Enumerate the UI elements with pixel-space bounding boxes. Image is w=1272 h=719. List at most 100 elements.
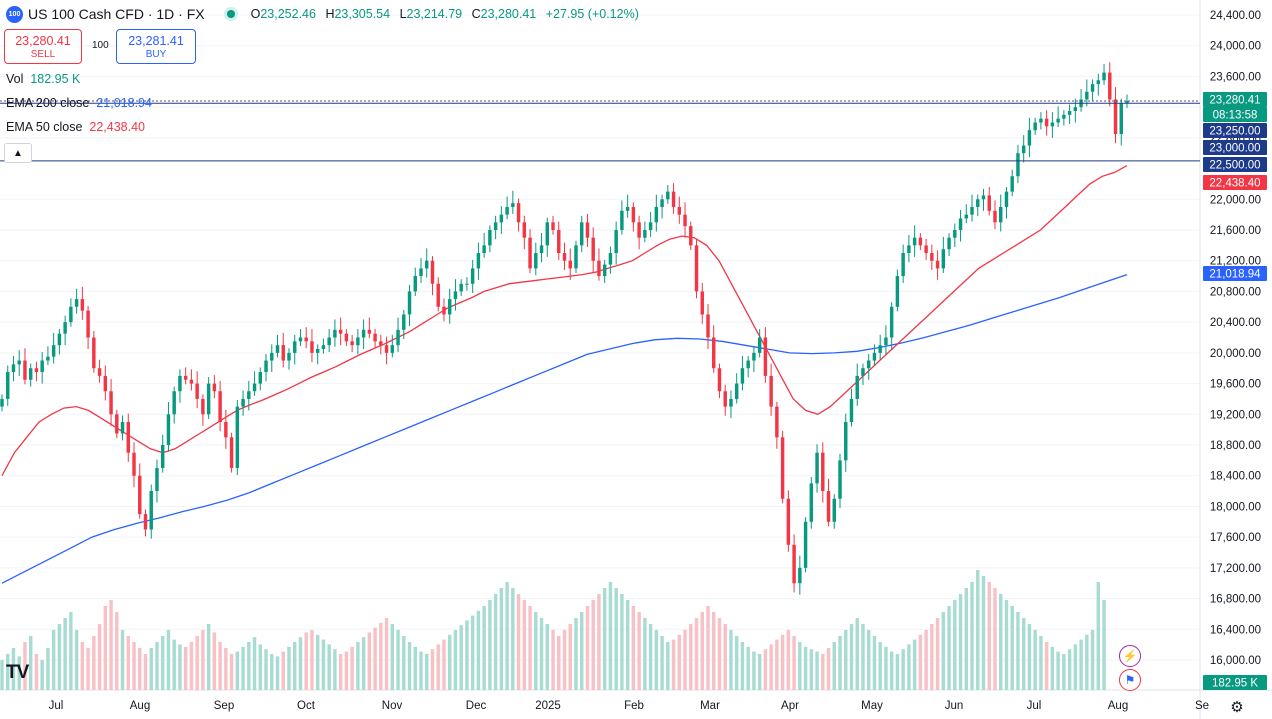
candle-body[interactable] (1027, 130, 1032, 146)
candle-body[interactable] (384, 345, 389, 353)
gear-icon[interactable]: ⚙ (1230, 699, 1244, 716)
candle-body[interactable] (826, 491, 831, 522)
candle-body[interactable] (34, 368, 39, 373)
candle-body[interactable] (149, 491, 153, 530)
candle-body[interactable] (367, 329, 372, 334)
candle-body[interactable] (333, 329, 337, 338)
candle-body[interactable] (1044, 118, 1049, 127)
candle-body[interactable] (981, 195, 986, 200)
candle-body[interactable] (97, 368, 102, 376)
candle-body[interactable] (1010, 176, 1014, 192)
candle-body[interactable] (798, 567, 802, 584)
candle-body[interactable] (614, 230, 618, 254)
candle-body[interactable] (442, 306, 446, 315)
candle-body[interactable] (482, 245, 486, 254)
candle-body[interactable] (86, 310, 90, 338)
candle-body[interactable] (281, 345, 285, 361)
candle-body[interactable] (729, 398, 733, 407)
candle-body[interactable] (183, 375, 188, 380)
candle-body[interactable] (109, 391, 113, 415)
candle-body[interactable] (258, 372, 263, 384)
candle-body[interactable] (1004, 191, 1009, 207)
candle-body[interactable] (447, 299, 452, 315)
candle-body[interactable] (493, 222, 498, 230)
candle-body[interactable] (344, 333, 349, 342)
candle-body[interactable] (40, 360, 44, 373)
candle-body[interactable] (327, 337, 331, 346)
candle-body[interactable] (821, 452, 825, 492)
candle-body[interactable] (310, 341, 314, 353)
symbol-title[interactable]: US 100 Cash CFD · 1D · FX (28, 6, 205, 22)
candle-body[interactable] (987, 195, 991, 211)
candle-body[interactable] (1056, 118, 1060, 123)
candle-body[interactable] (1021, 145, 1026, 154)
candle-body[interactable] (396, 329, 400, 346)
candle-body[interactable] (160, 445, 165, 469)
candle-body[interactable] (958, 218, 963, 230)
candle-body[interactable] (1016, 153, 1020, 177)
candle-body[interactable] (390, 345, 395, 353)
candle-body[interactable] (6, 372, 10, 399)
candle-body[interactable] (534, 253, 538, 269)
candle-body[interactable] (1073, 107, 1078, 111)
candle-body[interactable] (115, 414, 119, 434)
candle-body[interactable] (545, 222, 550, 246)
candle-body[interactable] (293, 341, 297, 353)
candle-body[interactable] (212, 383, 217, 392)
candle-body[interactable] (120, 421, 125, 434)
candle-body[interactable] (511, 203, 515, 207)
candle-body[interactable] (235, 406, 240, 469)
candle-body[interactable] (252, 383, 257, 392)
candle-body[interactable] (866, 360, 871, 369)
candle-body[interactable] (1096, 80, 1101, 85)
collapse-legend-button[interactable]: ▲ (4, 143, 32, 163)
candle-body[interactable] (224, 421, 228, 438)
candle-body[interactable] (620, 210, 624, 230)
candle-body[interactable] (631, 206, 636, 223)
candle-body[interactable] (1062, 114, 1066, 119)
candle-body[interactable] (557, 230, 561, 254)
candle-body[interactable] (970, 206, 974, 215)
candle-body[interactable] (815, 452, 819, 484)
candle-body[interactable] (654, 206, 659, 223)
candle-body[interactable] (895, 276, 900, 307)
candle-body[interactable] (757, 337, 762, 353)
candle-body[interactable] (689, 226, 693, 246)
candle-body[interactable] (574, 245, 578, 269)
candle-body[interactable] (315, 349, 320, 353)
candle-body[interactable] (379, 341, 383, 346)
candle-body[interactable] (568, 260, 572, 269)
lightning-icon[interactable]: ⚡ (1119, 645, 1141, 667)
candle-body[interactable] (413, 276, 417, 292)
legend-volume[interactable]: Vol 182.95 K (6, 72, 81, 86)
buy-button[interactable]: 23,281.41 BUY (116, 29, 196, 64)
candle-body[interactable] (1033, 122, 1037, 131)
candle-body[interactable] (189, 379, 194, 384)
candle-body[interactable] (1039, 118, 1043, 123)
candle-body[interactable] (780, 437, 785, 499)
candle-body[interactable] (907, 245, 911, 254)
candle-body[interactable] (844, 421, 848, 461)
candle-body[interactable] (608, 253, 613, 265)
candle-body[interactable] (218, 391, 222, 422)
candle-body[interactable] (637, 222, 641, 238)
candle-body[interactable] (855, 375, 859, 399)
candle-body[interactable] (132, 452, 136, 476)
candle-body[interactable] (941, 249, 946, 269)
candle-body[interactable] (51, 345, 56, 357)
candle-body[interactable] (63, 322, 67, 334)
candle-body[interactable] (935, 260, 940, 269)
candle-body[interactable] (683, 214, 687, 227)
candle-body[interactable] (57, 333, 62, 346)
candle-body[interactable] (872, 352, 877, 361)
candle-body[interactable] (270, 352, 274, 361)
candle-body[interactable] (700, 291, 704, 315)
candle-body[interactable] (436, 283, 440, 307)
candle-body[interactable] (23, 360, 27, 380)
candle-body[interactable] (505, 206, 509, 215)
candle-body[interactable] (465, 283, 469, 285)
candle-body[interactable] (918, 237, 923, 246)
candle-body[interactable] (356, 337, 360, 346)
candle-body[interactable] (459, 283, 463, 292)
